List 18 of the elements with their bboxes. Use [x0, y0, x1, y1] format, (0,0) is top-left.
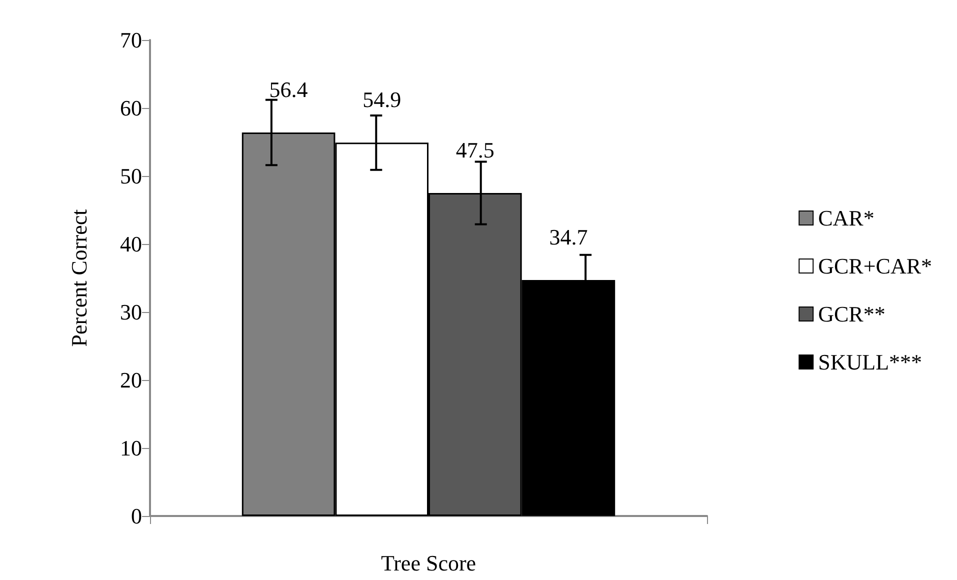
data-label: 34.7	[549, 224, 588, 250]
data-label: 56.4	[269, 76, 308, 102]
y-tick-label: 20	[120, 368, 142, 392]
legend-label: SKULL***	[818, 350, 922, 374]
legend-label: GCR+CAR*	[818, 254, 932, 278]
y-axis-title: Percent Correct	[66, 209, 92, 347]
y-tick-label: 40	[120, 232, 142, 256]
y-tick-label: 30	[120, 300, 142, 324]
data-label: 47.5	[456, 138, 494, 162]
legend-label: GCR**	[818, 302, 886, 326]
x-axis-title: Tree Score	[380, 550, 476, 576]
data-label: 54.9	[362, 87, 402, 112]
y-tick-label: 60	[120, 96, 142, 120]
y-tick-label: 50	[120, 164, 142, 188]
y-tick-label: 0	[131, 504, 142, 528]
y-tick-label: 10	[120, 436, 142, 460]
y-tick-label: 70	[120, 28, 142, 52]
legend-label: CAR*	[818, 206, 874, 230]
